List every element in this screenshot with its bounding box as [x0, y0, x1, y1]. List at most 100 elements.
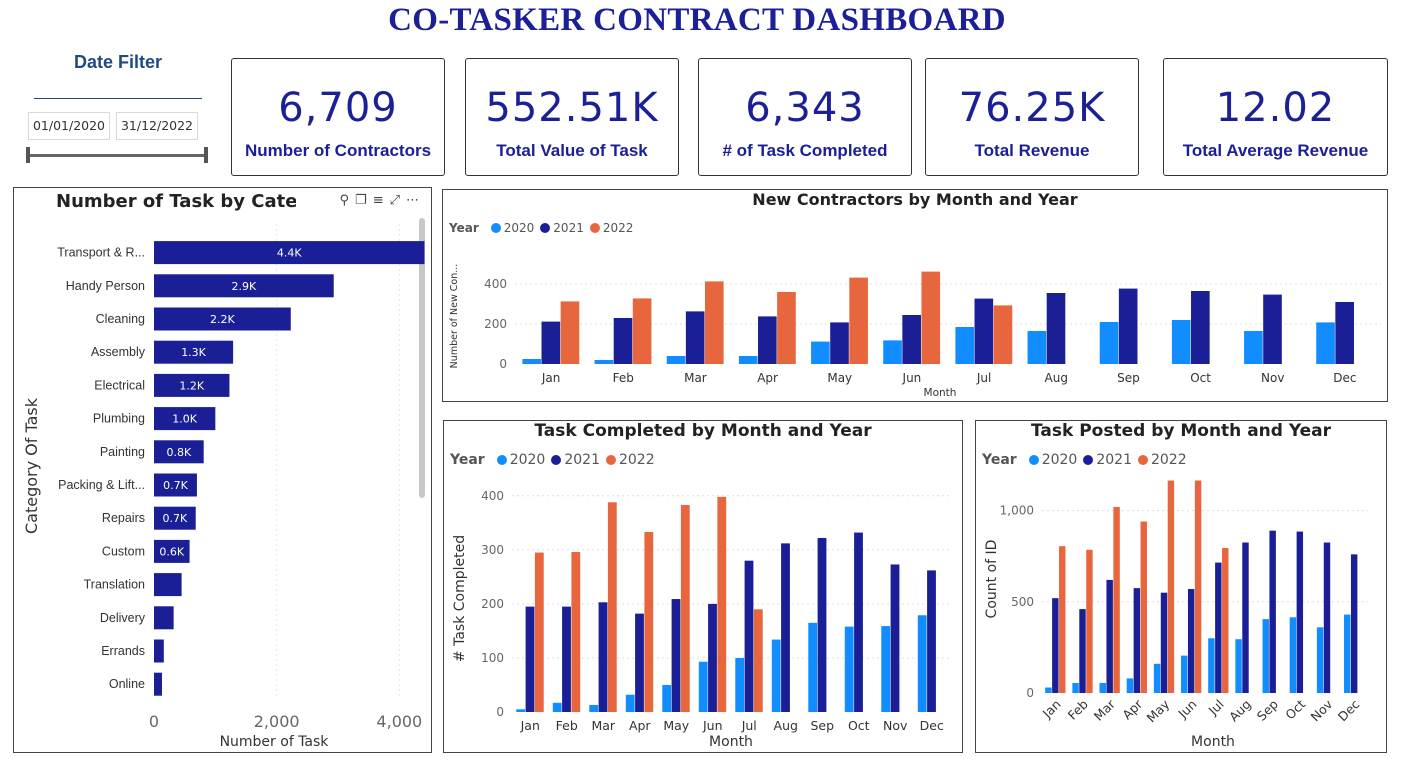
bar-2022: [571, 552, 581, 712]
bar-2021: [525, 606, 535, 712]
kpi-card-average-revenue[interactable]: 12.02 Total Average Revenue: [1163, 58, 1388, 176]
bar-2020: [698, 661, 708, 712]
kpi-card-revenue[interactable]: 76.25K Total Revenue: [925, 58, 1139, 176]
bar-2021: [1118, 288, 1138, 364]
legend-item-2020[interactable]: 2020: [503, 221, 535, 235]
legend-dot-2021: [540, 223, 551, 233]
bar-2020: [844, 626, 854, 712]
date-slider-end-handle[interactable]: [204, 147, 208, 163]
legend-item-2020[interactable]: 2020: [509, 452, 546, 468]
legend-item-2022[interactable]: 2022: [1150, 452, 1187, 468]
bar-2021: [744, 560, 754, 712]
x-tick-label: Oct: [848, 718, 870, 733]
data-label: 0.8K: [166, 446, 191, 459]
bar-2021: [1052, 598, 1059, 693]
legend-item-2021[interactable]: 2021: [553, 221, 584, 235]
kpi-card-contractors[interactable]: 6,709 Number of Contractors: [231, 58, 445, 176]
x-tick-label: Mar: [1091, 696, 1119, 724]
bar-2022: [704, 281, 724, 364]
bar-2022: [717, 496, 727, 712]
legend-title: Year: [449, 221, 479, 235]
bar-2020: [1289, 617, 1297, 693]
start-date-input[interactable]: 01/01/2020: [28, 112, 110, 140]
completed-legend[interactable]: Year 2020 2021 2022: [450, 452, 655, 468]
x-tick-label: Feb: [613, 371, 634, 385]
end-date-input[interactable]: 31/12/2022: [116, 112, 198, 140]
x-tick-label: Sep: [1254, 696, 1281, 723]
bar-2021: [1187, 589, 1195, 693]
bar-2020: [1045, 687, 1052, 693]
kpi-card-task-value[interactable]: 552.51K Total Value of Task: [465, 58, 679, 176]
bar-2021: [1215, 562, 1222, 693]
category-label: Plumbing: [93, 412, 145, 426]
bar-2022: [921, 271, 941, 364]
legend-item-2022[interactable]: 2022: [602, 221, 634, 235]
x-axis-title: Month: [1191, 734, 1235, 750]
bar-2020: [516, 709, 526, 712]
category-bar: [154, 506, 196, 530]
filter-icon[interactable]: ≡: [372, 193, 390, 208]
legend-item-2022[interactable]: 2022: [618, 452, 655, 468]
bar-2021: [1296, 531, 1304, 693]
legend-item-2021[interactable]: 2021: [564, 452, 600, 468]
bar-2021: [613, 318, 633, 364]
bar-2020: [1099, 322, 1119, 364]
x-axis-title: Month: [924, 387, 957, 399]
date-slider-track[interactable]: [28, 154, 206, 157]
y-axis-title: Category Of Task: [22, 397, 41, 534]
data-label: 0.6K: [159, 545, 184, 558]
bar-2022: [849, 277, 868, 364]
legend-item-2020[interactable]: 2020: [1041, 452, 1078, 468]
legend-item-2021[interactable]: 2021: [1096, 452, 1132, 468]
category-label: Repairs: [102, 511, 145, 525]
bar-2020: [589, 704, 599, 712]
posted-chart-panel[interactable]: Task Posted by Month and Year Year 2020 20…: [975, 420, 1387, 753]
bar-2021: [902, 315, 921, 364]
data-label: 1.3K: [181, 346, 206, 359]
pin-icon[interactable]: ⚲: [339, 193, 356, 208]
bar-2022: [632, 298, 652, 364]
date-slider-start-handle[interactable]: [26, 147, 30, 163]
bar-2021: [1335, 302, 1354, 364]
bar-2020: [1027, 331, 1047, 364]
data-label: 2.2K: [210, 313, 235, 326]
category-label: Delivery: [100, 611, 146, 625]
contractors-chart-panel[interactable]: New Contractors by Month and Year Year 20…: [442, 189, 1388, 402]
posted-legend[interactable]: Year 2020 2021 2022: [982, 452, 1187, 468]
category-bar: [154, 241, 425, 265]
contractors-bar-chart: 0 200 400 Jan Feb Mar Apr May Jun Jul Aug Sep Oct Nov…: [449, 264, 1381, 399]
completed-chart-panel[interactable]: Task Completed by Month and Year Year 202…: [443, 420, 963, 753]
x-tick-label: 0: [149, 712, 159, 731]
more-icon[interactable]: ⋯: [406, 193, 425, 208]
kpi-label: Number of Contractors: [244, 141, 432, 160]
kpi-value: 76.25K: [958, 85, 1106, 131]
expand-icon[interactable]: ⤢: [389, 193, 406, 208]
copy-icon[interactable]: ❐: [355, 193, 373, 208]
completed-chart-title: Task Completed by Month and Year: [534, 421, 872, 441]
kpi-card-task-completed[interactable]: 6,343 # of Task Completed: [698, 58, 912, 176]
x-axis-title: Number of Task: [220, 734, 330, 750]
x-tick-label: Apr: [629, 718, 651, 733]
bar-2022: [607, 502, 617, 712]
category-bar: [154, 440, 204, 464]
contractors-legend[interactable]: Year 2020 2021 2022: [449, 221, 633, 235]
category-label: Errands: [101, 644, 145, 658]
bar-2021: [1323, 542, 1331, 693]
date-filter[interactable]: Date Filter 01/01/2020 31/12/2022: [20, 48, 220, 173]
category-bar-chart: Transport & R... 4.4K Handy Person 2.9K Clea…: [22, 224, 425, 750]
category-chart-panel[interactable]: Number of Task by Category Of Task ⚲❐≡⤢⋯…: [13, 187, 432, 753]
bar-2020: [1153, 663, 1161, 693]
x-tick-label: May: [827, 371, 852, 385]
category-chart-scrollbar[interactable]: [419, 218, 425, 498]
bar-2020: [771, 639, 781, 712]
x-tick-label: Oct: [1282, 696, 1308, 722]
bar-2020: [738, 356, 758, 364]
visual-toolbar[interactable]: ⚲❐≡⤢⋯: [340, 193, 426, 208]
bar-2020: [1072, 682, 1079, 693]
x-tick-label: Dec: [1333, 371, 1356, 385]
data-label: 1.2K: [179, 379, 204, 392]
bar-2020: [552, 702, 562, 712]
bar-2021: [635, 613, 644, 712]
bar-2022: [1167, 480, 1175, 693]
bar-2021: [1350, 554, 1358, 693]
